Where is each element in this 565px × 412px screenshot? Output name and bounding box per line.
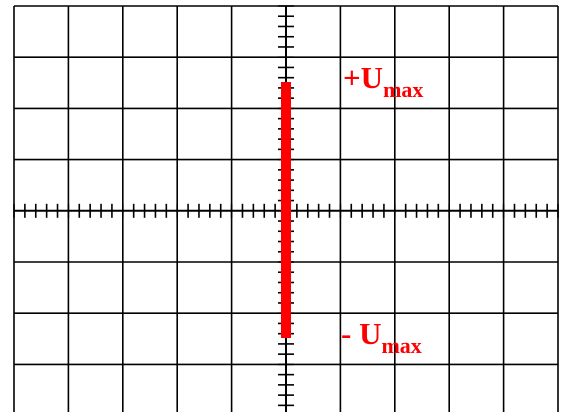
bottom-amplitude-subscript: max [381, 333, 421, 358]
top-amplitude-prefix: +U [343, 60, 383, 95]
top-amplitude-subscript: max [383, 77, 423, 102]
bottom-amplitude-label: - Umax [341, 316, 422, 358]
bottom-amplitude-prefix: - U [341, 316, 381, 351]
top-amplitude-label: +Umax [343, 60, 423, 102]
